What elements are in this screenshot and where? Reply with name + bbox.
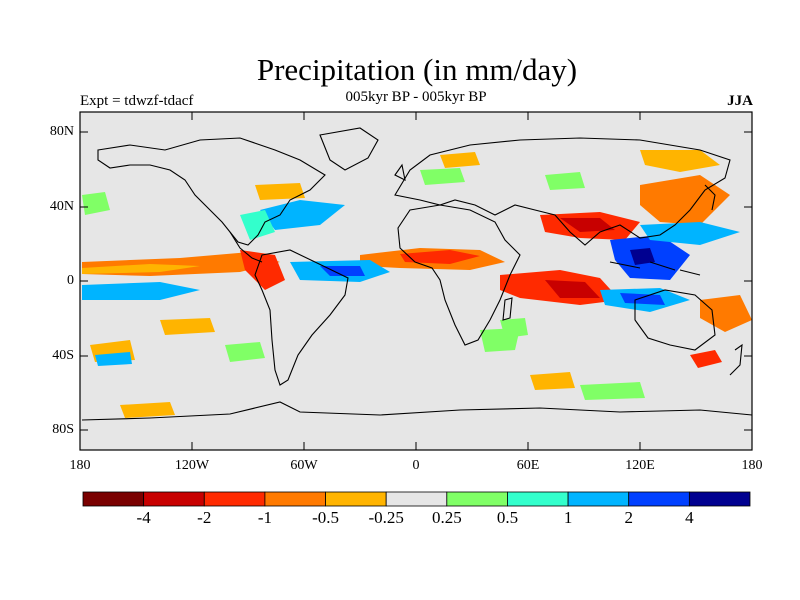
- lon-label-180-right: 180: [741, 458, 763, 473]
- patch-tropical-atlantic-dark: [320, 266, 365, 276]
- lat-label-0: 0: [67, 273, 74, 288]
- patch-s-io-dark: [620, 293, 665, 305]
- patch-nz: [690, 350, 722, 368]
- colorbar-swatch-6: [446, 491, 508, 507]
- anomaly-patches: [82, 150, 752, 418]
- season-label: JJA: [727, 93, 753, 109]
- colorbar-label-4: -0.25: [368, 508, 404, 527]
- colorbar-label-5: 0.25: [431, 508, 462, 527]
- patch-africa-red: [400, 250, 480, 264]
- map-title: Precipitation (in mm/day): [256, 52, 578, 87]
- lat-label-40s: 40S: [52, 348, 74, 363]
- x-ticks: [191, 112, 641, 450]
- coast-madagascar: [502, 297, 513, 321]
- patch-green-5: [545, 172, 585, 190]
- patch-india-dark: [560, 218, 615, 232]
- patch-w-pacific-blue: [640, 222, 740, 245]
- coast-new-zealand: [729, 343, 743, 376]
- colorbar-label-7: 1: [563, 508, 573, 527]
- colorbar-swatch-10: [688, 491, 751, 507]
- colorbar-swatch-0: [82, 491, 145, 507]
- lat-label-40n: 40N: [49, 199, 74, 214]
- coast-north-america: [97, 137, 326, 246]
- patch-dry-2: [120, 402, 175, 418]
- patch-dry-5: [255, 183, 305, 200]
- patch-blue-s-pacific: [95, 352, 132, 366]
- colorbar-swatch-2: [203, 491, 266, 507]
- experiment-label: Expt = tdwzf-tdacf: [80, 93, 194, 109]
- colorbar-label-6: 0.5: [496, 508, 519, 527]
- coastlines: [81, 127, 753, 421]
- patch-n-atlantic-cyan: [240, 210, 275, 240]
- patch-c-america: [240, 250, 285, 290]
- coast-australia: [634, 289, 716, 351]
- colorbar-label-9: 4: [685, 508, 694, 527]
- patch-green-1: [82, 192, 110, 215]
- coast-antarctica: [81, 401, 753, 421]
- patch-e-pacific-blue: [82, 282, 200, 300]
- colorbar-swatch-5: [385, 491, 448, 507]
- patch-itcz-west-inner: [82, 264, 200, 274]
- colorbar-swatch-1: [143, 491, 205, 507]
- coast-greenland: [319, 127, 379, 171]
- coast-central-america: [229, 231, 263, 263]
- coast-uk: [394, 163, 406, 181]
- lon-label-60e: 60E: [516, 458, 540, 473]
- patch-green-6: [420, 168, 465, 185]
- patch-dry-3: [160, 318, 215, 335]
- colorbar: [82, 491, 751, 507]
- colorbar-swatch-9: [628, 491, 690, 507]
- patch-green-2: [225, 342, 265, 362]
- patch-green-4: [580, 382, 645, 400]
- coast-africa: [397, 204, 521, 346]
- colorbar-swatch-8: [567, 491, 630, 507]
- lon-label-120w: 120W: [174, 458, 210, 473]
- colorbar-label-0: -4: [136, 508, 151, 527]
- patch-io-south-dark: [545, 280, 600, 298]
- y-ticks: [80, 131, 752, 431]
- coast-eurasia: [394, 137, 731, 246]
- patch-nw-pacific: [640, 150, 720, 172]
- patch-maritime-dark: [630, 248, 655, 265]
- patch-dry-4: [440, 152, 480, 168]
- coast-south-america: [254, 249, 349, 386]
- patch-green-s-africa: [480, 328, 520, 352]
- lon-label-120e: 120E: [625, 458, 655, 473]
- colorbar-swatch-3: [264, 491, 326, 507]
- coast-japan: [704, 184, 716, 211]
- colorbar-swatch-7: [507, 491, 569, 507]
- lat-label-80s: 80S: [52, 422, 74, 437]
- colorbar-label-2: -1: [257, 508, 272, 527]
- lon-label-60w: 60W: [290, 458, 318, 473]
- map-subtitle: 005kyr BP - 005kyr BP: [345, 89, 487, 105]
- lon-label-180-left: 180: [69, 458, 91, 473]
- patch-dry-6: [530, 372, 575, 390]
- lon-label-0: 0: [412, 458, 420, 473]
- colorbar-label-1: -2: [197, 508, 212, 527]
- colorbar-label-3: -0.5: [312, 508, 339, 527]
- coast-indonesia: [609, 261, 701, 276]
- colorbar-label-8: 2: [624, 508, 633, 527]
- colorbar-swatch-4: [325, 491, 387, 507]
- patch-n-atlantic-blue: [260, 200, 345, 230]
- lat-label-80n: 80N: [49, 124, 74, 139]
